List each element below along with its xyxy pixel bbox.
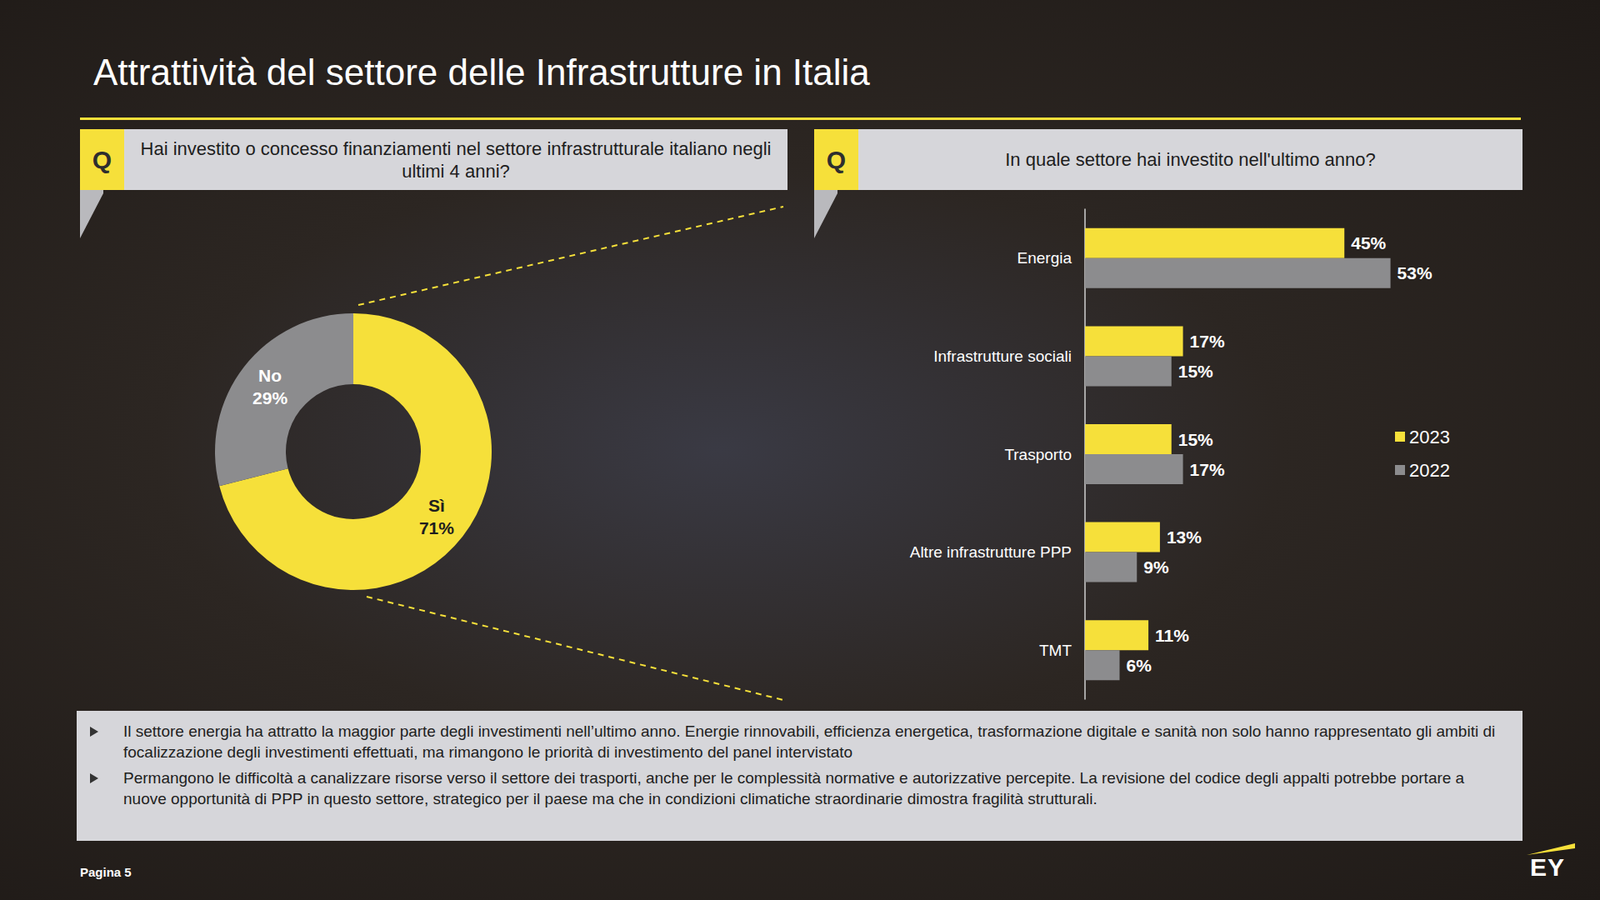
svg-text:TMT: TMT <box>1039 641 1072 660</box>
html-text:Q: Q <box>826 145 846 174</box>
html-text:In quale settore hai investito: In quale settore hai investito nell'ulti… <box>1005 149 1376 170</box>
html-text:EY: EY <box>1530 853 1565 881</box>
svg-text:15%: 15% <box>1178 430 1214 450</box>
svg-text:Altre infrastrutture PPP: Altre infrastrutture PPP <box>910 543 1072 561</box>
html-text:Il settore energia ha attratto: Il settore energia ha attratto la maggio… <box>123 722 1496 761</box>
svg-text:29%: 29% <box>252 388 288 408</box>
html-text:Pagina 5: Pagina 5 <box>80 865 132 880</box>
svg-text:13%: 13% <box>1166 527 1202 547</box>
html-text:Q: Q <box>92 145 112 174</box>
svg-text:15%: 15% <box>1178 361 1214 381</box>
svg-text:Energia: Energia <box>1017 249 1073 267</box>
svg-text:53%: 53% <box>1397 263 1433 283</box>
svg-text:45%: 45% <box>1350 233 1386 253</box>
svg-text:Trasporto: Trasporto <box>1004 445 1072 464</box>
html-text:Hai investito o concesso finan: Hai investito o concesso finanziamenti n… <box>140 137 772 182</box>
svg-text:17%: 17% <box>1190 331 1225 351</box>
svg-text:Infrastrutture sociali: Infrastrutture sociali <box>933 347 1072 365</box>
svg-text:No: No <box>258 365 282 385</box>
svg-text:9%: 9% <box>1143 557 1170 577</box>
svg-text:6%: 6% <box>1126 655 1153 675</box>
svg-text:2023: 2023 <box>1409 426 1450 448</box>
html-text:Attrattività del settore delle: Attrattività del settore delle Infrastru… <box>93 51 870 93</box>
svg-text:17%: 17% <box>1190 460 1225 480</box>
html-text:Permangono le difficoltà a can: Permangono le difficoltà a canalizzare r… <box>123 769 1465 808</box>
svg-text:2022: 2022 <box>1409 460 1450 481</box>
svg-text:Sì: Sì <box>428 495 445 515</box>
svg-text:11%: 11% <box>1155 625 1190 645</box>
svg-text:71%: 71% <box>419 518 455 538</box>
